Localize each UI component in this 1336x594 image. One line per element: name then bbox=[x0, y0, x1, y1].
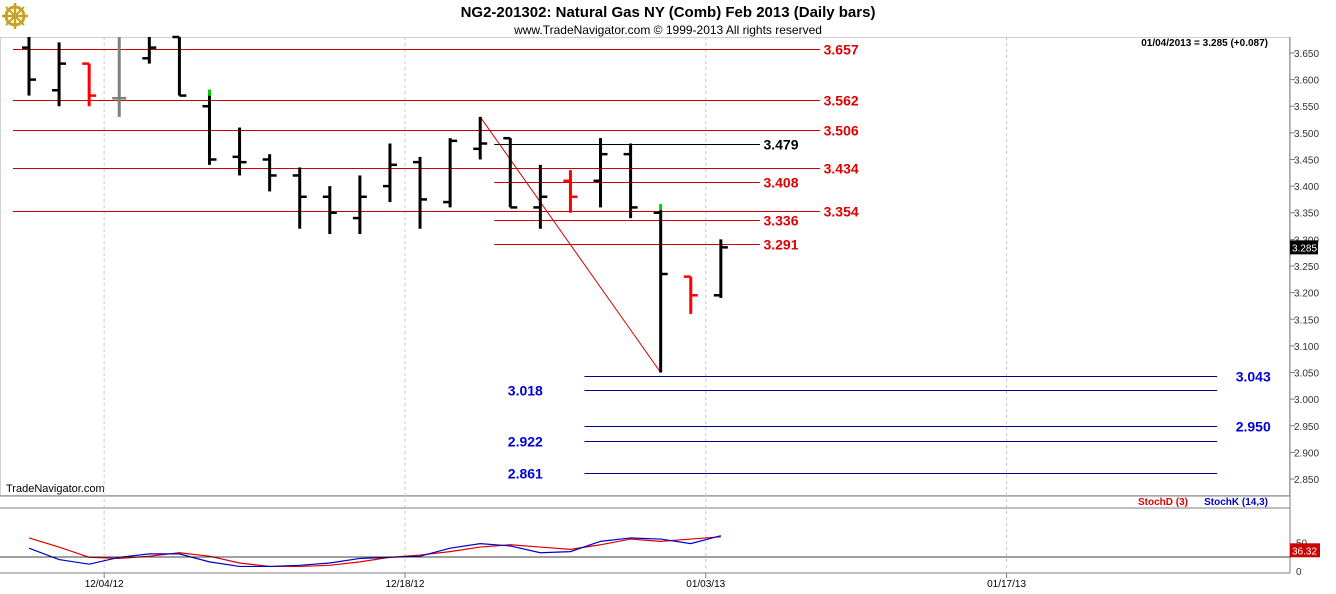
price-axis-label: 3.200 bbox=[1294, 289, 1319, 300]
date-axis-label: 01/03/13 bbox=[686, 579, 725, 590]
ohlc-bar bbox=[112, 37, 127, 117]
stoch-value-tag bbox=[1290, 543, 1320, 558]
ohlc-bar bbox=[202, 89, 217, 165]
ohlc-bar bbox=[593, 138, 608, 208]
price-axis-label: 2.950 bbox=[1294, 422, 1319, 433]
ohlc-bar bbox=[382, 143, 397, 203]
date-axis-label: 01/17/13 bbox=[987, 579, 1026, 590]
date-axis-layer: 12/04/12 12/18/12 01/03/13 01/17/13 bbox=[85, 573, 1026, 590]
ohlc-bar bbox=[232, 127, 247, 176]
price-axis-label: 3.000 bbox=[1294, 395, 1319, 406]
chart-title: NG2-201302: Natural Gas NY (Comb) Feb 20… bbox=[461, 4, 876, 21]
price-axis-label: 3.450 bbox=[1294, 155, 1319, 166]
price-axis-label: 2.850 bbox=[1294, 475, 1319, 486]
level-label-2.950: 2.950 bbox=[1236, 419, 1271, 435]
ohlc-bar bbox=[22, 37, 36, 96]
price-axis-label: 3.400 bbox=[1294, 182, 1319, 193]
price-axis-label: 3.600 bbox=[1294, 76, 1319, 87]
level-label-3.408: 3.408 bbox=[763, 175, 798, 191]
ohlc-bar bbox=[82, 62, 97, 107]
ohlc-bar bbox=[713, 239, 728, 298]
price-axis-label: 3.350 bbox=[1294, 209, 1319, 220]
date-axis-label: 12/18/12 bbox=[385, 579, 424, 590]
price-bars-layer bbox=[22, 35, 728, 373]
ohlc-bar bbox=[262, 154, 277, 192]
price-axis-label: 3.250 bbox=[1294, 262, 1319, 273]
level-label-3.562: 3.562 bbox=[824, 93, 859, 109]
stochk-legend: StochK (14,3) bbox=[1204, 497, 1268, 508]
level-label-3.018: 3.018 bbox=[508, 383, 543, 399]
level-label-3.336: 3.336 bbox=[763, 213, 798, 229]
ohlc-bar bbox=[292, 167, 307, 229]
stoch-value-label: 36.32 bbox=[1292, 546, 1317, 557]
ohlc-bar bbox=[623, 143, 638, 219]
level-label-3.506: 3.506 bbox=[824, 123, 859, 139]
ohlc-bar bbox=[653, 204, 668, 373]
level-label-3.434: 3.434 bbox=[824, 161, 859, 177]
stoch-line-d bbox=[28, 536, 721, 568]
ohlc-bar bbox=[322, 186, 337, 235]
level-label-3.657: 3.657 bbox=[824, 42, 859, 58]
price-axis-label: 3.500 bbox=[1294, 129, 1319, 140]
date-axis-label: 12/04/12 bbox=[85, 579, 124, 590]
price-axis-layer: 3.6503.6003.5503.5003.4503.4003.3503.300… bbox=[1290, 49, 1319, 486]
last-quote-label: 01/04/2013 = 3.285 (+0.087) bbox=[1141, 38, 1268, 49]
price-axis-label: 2.900 bbox=[1294, 448, 1319, 459]
level-label-3.043: 3.043 bbox=[1236, 369, 1271, 385]
ohlc-bar bbox=[352, 175, 367, 235]
price-axis-label: 3.150 bbox=[1294, 315, 1319, 326]
ohlc-bar bbox=[413, 156, 428, 229]
level-label-2.922: 2.922 bbox=[508, 434, 543, 450]
ohlc-bar bbox=[172, 35, 187, 97]
stochastic-layer: 50036.32 bbox=[0, 535, 1320, 578]
grid-layer bbox=[103, 37, 1008, 573]
ohlc-bar bbox=[503, 136, 518, 209]
level-label-3.479: 3.479 bbox=[763, 137, 798, 153]
level-label-3.291: 3.291 bbox=[763, 237, 798, 253]
stochd-legend: StochD (3) bbox=[1138, 497, 1188, 508]
ohlc-bar bbox=[473, 116, 488, 160]
price-axis-label: 3.650 bbox=[1294, 49, 1319, 60]
copyright-text: www.TradeNavigator.com © 1999-2013 All r… bbox=[513, 23, 822, 37]
stoch-axis-label: 0 bbox=[1296, 567, 1302, 578]
levels-layer: 3.657 3.562 3.506 3.479 3.434 3.408 3.354 3.336… bbox=[12, 42, 1271, 482]
ohlc-bar bbox=[683, 275, 698, 314]
price-axis-label: 3.100 bbox=[1294, 342, 1319, 353]
ohlc-bar bbox=[533, 164, 548, 229]
ship-wheel-logo-icon bbox=[2, 3, 28, 29]
ohlc-bar bbox=[52, 42, 67, 107]
last-price-tag bbox=[1290, 240, 1318, 255]
stoch-line-k bbox=[28, 535, 721, 568]
level-label-2.861: 2.861 bbox=[508, 466, 543, 482]
watermark-text: TradeNavigator.com bbox=[6, 483, 105, 495]
ohlc-bar bbox=[142, 37, 157, 64]
ohlc-bar bbox=[443, 138, 458, 208]
price-axis-label: 3.550 bbox=[1294, 102, 1319, 113]
price-axis-label: 3.050 bbox=[1294, 369, 1319, 380]
last-price-label: 3.285 bbox=[1292, 243, 1317, 254]
level-label-3.354: 3.354 bbox=[824, 204, 859, 220]
ohlc-bar bbox=[563, 170, 578, 213]
